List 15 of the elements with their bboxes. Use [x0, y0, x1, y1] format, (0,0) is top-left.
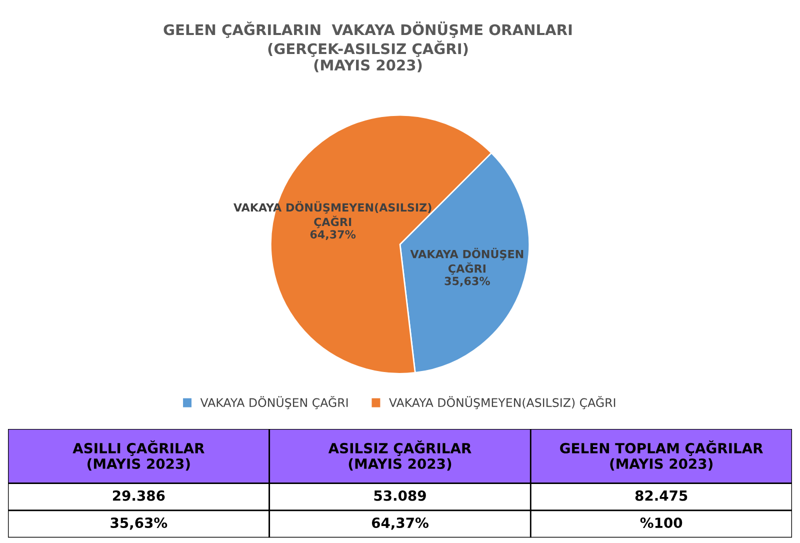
category-label: ASILSIZ ÇAĞRILAR (MAYIS 2023): [328, 440, 472, 471]
data-label: 64,37%: [310, 230, 356, 240]
text: VAKAYA DÖNÜŞEN ÇAĞRI: [410, 248, 524, 275]
text: 35,63%: [110, 518, 168, 530]
text: 29.386: [112, 490, 165, 501]
text: 53.089: [374, 490, 426, 501]
text: %100: [640, 518, 682, 528]
data-label: 35,63%: [444, 276, 490, 287]
legend-label: VAKAYA DÖNÜŞEN ÇAĞRI: [200, 396, 348, 410]
category-label: GELEN TOPLAM ÇAĞRILAR (MAYIS 2023): [560, 440, 764, 471]
legend-label: VAKAYA DÖNÜŞMEYEN(ASILSIZ) ÇAĞRI: [389, 396, 616, 410]
chart-title: GELEN ÇAĞRILARIN VAKAYA DÖNÜŞME ORANLARI (GERÇEK-ASILSIZ ÇAĞRI) (MAYIS 2023): [164, 22, 572, 72]
text: 82.475: [635, 490, 688, 501]
category-label: ASILLI ÇAĞRILAR (MAYIS 2023): [72, 440, 204, 471]
text: 64,37%: [372, 518, 428, 530]
